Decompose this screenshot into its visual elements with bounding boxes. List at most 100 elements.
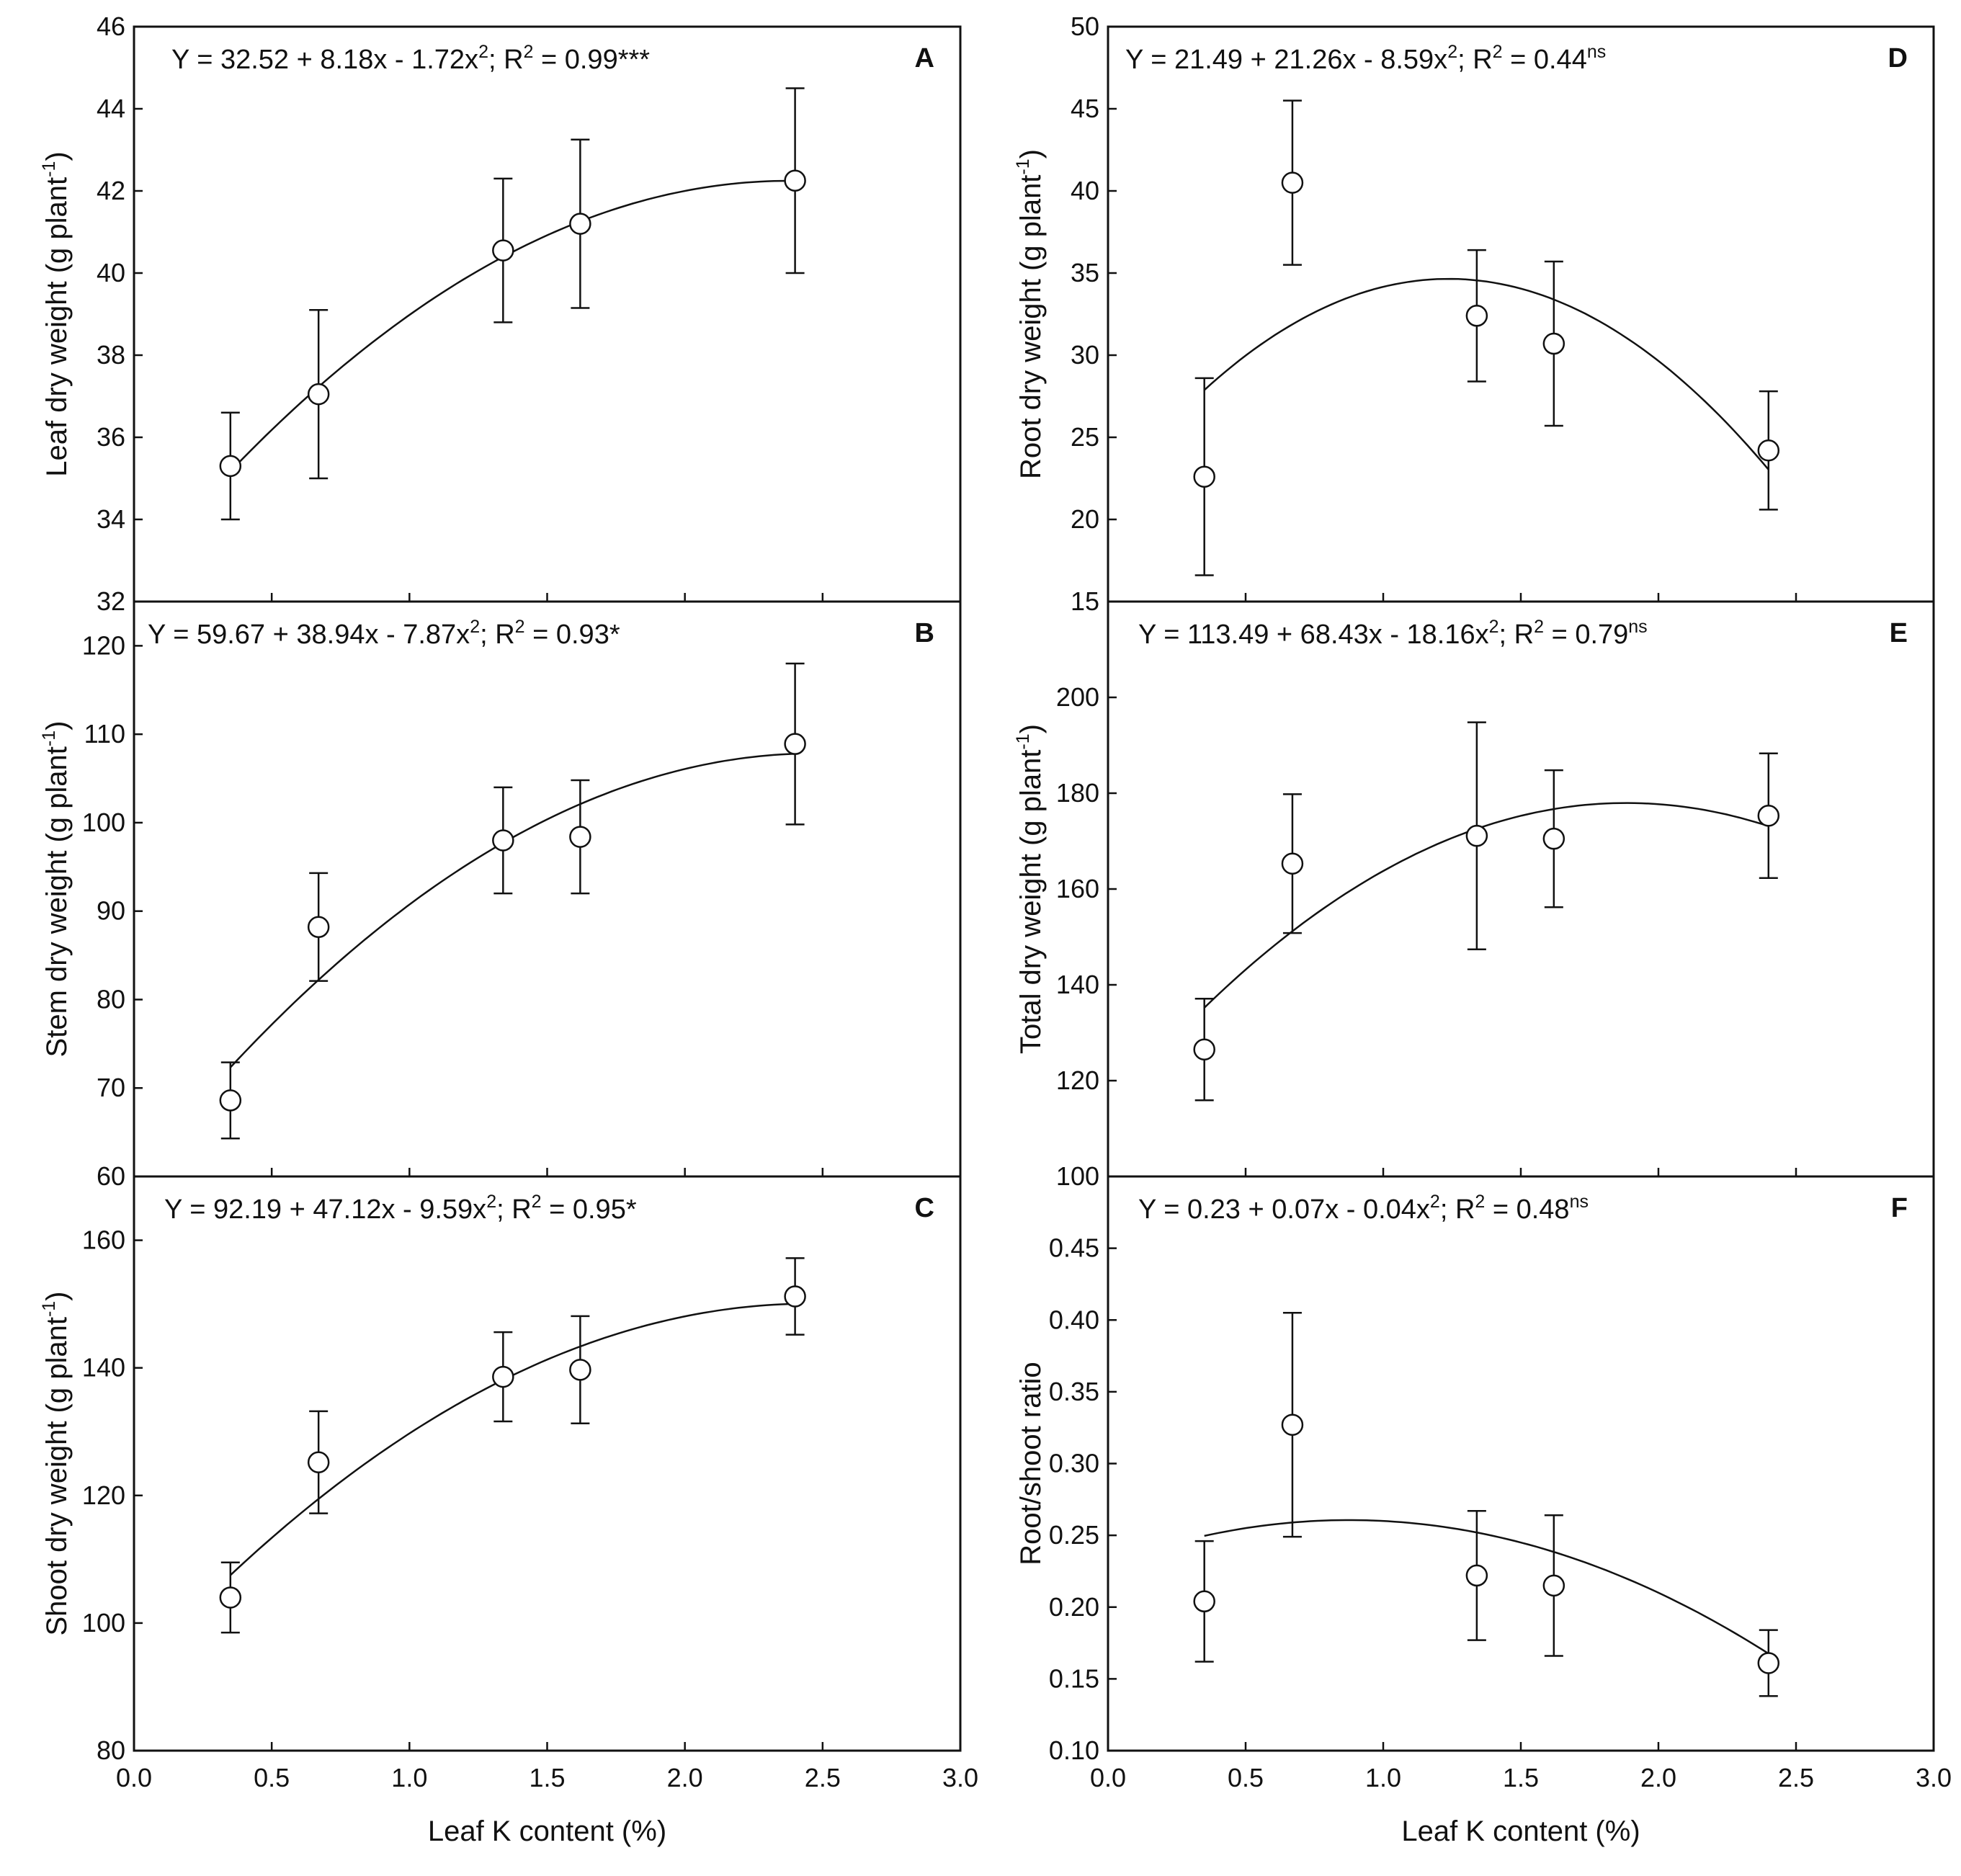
x-axis-label: Leaf K content (%) [428,1815,666,1847]
data-point [1465,824,1488,847]
panel-e-frame [1107,600,1935,1178]
y-tick-label: 46 [97,12,125,41]
data-point [1193,1590,1215,1613]
y-tick-label: 160 [1056,874,1099,903]
data-point [1281,852,1304,875]
regression-equation: Y = 0.23 + 0.07x - 0.04x2; R2 = 0.48ns [1138,1192,1589,1225]
x-tick-label: 2.0 [667,1763,703,1792]
data-point [219,1089,242,1112]
y-tick-label: 120 [82,630,125,660]
regression-equation: Y = 32.52 + 8.18x - 1.72x2; R2 = 0.99*** [171,42,650,75]
data-point [1542,827,1565,850]
data-point [784,1285,806,1308]
regression-equation: Y = 59.67 + 38.94x - 7.87x2; R2 = 0.93* [148,617,620,650]
fitted-curve [1203,277,1769,470]
data-point [1193,1038,1215,1061]
x-tick-label: 3.0 [942,1763,978,1792]
fitted-curve [229,1303,795,1576]
regression-equation: Y = 92.19 + 47.12x - 9.59x2; R2 = 0.95* [164,1192,637,1225]
y-axis-label: Stem dry weight (g plant-1) [39,721,73,1058]
panel-a-frame [133,25,962,603]
panel-b-frame [133,600,962,1178]
x-tick-label: 0.5 [1228,1763,1264,1792]
y-tick-label: 80 [97,1736,125,1765]
y-tick-label: 36 [97,422,125,452]
panel-f-frame [1107,1175,1935,1752]
panel-letter: E [1890,618,1908,648]
data-point [1281,1413,1304,1436]
y-tick-label: 32 [97,586,125,616]
x-tick-label: 2.5 [805,1763,841,1792]
x-axis-label: Leaf K content (%) [1401,1815,1640,1847]
y-tick-label: 15 [1071,586,1099,616]
y-tick-label: 110 [84,719,125,749]
y-tick-label: 80 [97,984,125,1014]
x-tick-label: 2.0 [1640,1763,1676,1792]
y-tick-label: 42 [97,176,125,205]
data-point [1281,171,1304,194]
y-tick-label: 100 [1056,1161,1099,1191]
y-tick-label: 70 [97,1073,125,1102]
panel-c: 80 100 120 140 160 0.0 0.5 1.0 1.5 2.0 2.5 3.0 Leaf … [39,1175,978,1847]
x-tick-label: 0.0 [116,1763,152,1792]
y-tick-label: 60 [97,1161,125,1191]
panel-letter: F [1891,1193,1908,1223]
y-tick-label: 25 [1071,422,1099,452]
data-point [784,169,806,192]
y-tick-label: 0.20 [1049,1592,1099,1622]
regression-equation: Y = 113.49 + 68.43x - 18.16x2; R2 = 0.79… [1138,617,1648,650]
data-point [784,733,806,755]
data-point [1757,1652,1780,1674]
x-tick-label: 1.5 [1503,1763,1539,1792]
fitted-curve [229,179,795,473]
x-tick-label: 0.0 [1090,1763,1126,1792]
y-tick-label: 40 [1071,176,1099,205]
y-tick-label: 30 [1071,340,1099,370]
panel-letter: C [915,1193,934,1223]
data-point [1193,465,1215,488]
data-point [1542,332,1565,355]
y-tick-label: 40 [97,258,125,287]
data-point [569,1359,591,1381]
data-point [492,1365,514,1388]
y-tick-label: 120 [82,1480,125,1510]
data-point [1465,1564,1488,1587]
y-tick-label: 45 [1071,94,1099,123]
y-tick-label: 50 [1071,12,1099,41]
panel-d-frame [1107,25,1935,603]
panel-b: 60 70 80 90 100 110 120 Stem dry weight (g plan… [39,600,962,1191]
fitted-curve [1204,1519,1769,1655]
panel-e: 100 120 140 160 180 200 Total dry weight (g pl… [1013,600,1935,1191]
data-point [1542,1574,1565,1597]
data-point [307,383,330,406]
regression-equation: Y = 21.49 + 21.26x - 8.59x2; R2 = 0.44ns [1125,42,1606,75]
x-tick-label: 3.0 [1916,1763,1952,1792]
fitted-curve [229,752,795,1068]
data-point [569,826,591,848]
y-axis-label: Leaf dry weight (g plant-1) [39,151,73,476]
y-tick-label: 0.40 [1049,1305,1099,1334]
data-point [219,1586,242,1609]
fitted-curve [1203,802,1769,1009]
y-tick-label: 100 [82,808,125,837]
panel-d: 15 20 25 30 35 40 45 50 Root dry weight (g plant… [1013,12,1935,616]
data-point [307,916,330,939]
data-point [1465,305,1488,327]
x-tick-label: 1.5 [529,1763,565,1792]
panel-letter: D [1888,43,1908,73]
y-tick-label: 160 [82,1225,125,1255]
y-tick-label: 140 [82,1353,125,1383]
y-tick-label: 44 [97,94,125,123]
panel-f: 0.10 0.15 0.20 0.25 0.30 0.35 0.40 0.45 0.0 0.5 1.… [1015,1175,1952,1847]
panel-letter: A [915,43,934,73]
data-point [492,829,514,852]
y-axis-label: Root dry weight (g plant-1) [1013,149,1047,479]
y-tick-label: 35 [1071,258,1099,287]
data-point [1757,805,1780,827]
y-tick-label: 0.45 [1049,1233,1099,1263]
y-tick-label: 34 [97,504,125,534]
data-point [569,213,591,235]
y-tick-label: 180 [1056,778,1099,808]
x-tick-label: 2.5 [1778,1763,1814,1792]
